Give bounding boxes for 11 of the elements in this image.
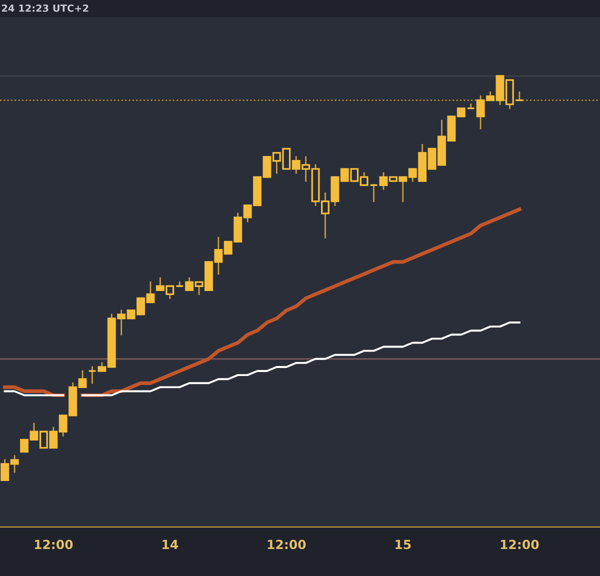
x-tick-label: 14 bbox=[162, 540, 178, 549]
candlestick bbox=[370, 184, 378, 202]
candlestick bbox=[466, 104, 476, 110]
candlestick bbox=[88, 366, 96, 384]
x-tick-label: 12:00 bbox=[500, 540, 539, 550]
x-tick-label: 12:00 bbox=[34, 540, 73, 550]
candlestick bbox=[515, 91, 524, 102]
candlestick bbox=[175, 281, 184, 287]
x-tick-label: 15 bbox=[396, 540, 411, 550]
x-tick-label: 12:00 bbox=[268, 540, 306, 550]
text: 24 12:23 UTC+2 bbox=[2, 4, 88, 12]
